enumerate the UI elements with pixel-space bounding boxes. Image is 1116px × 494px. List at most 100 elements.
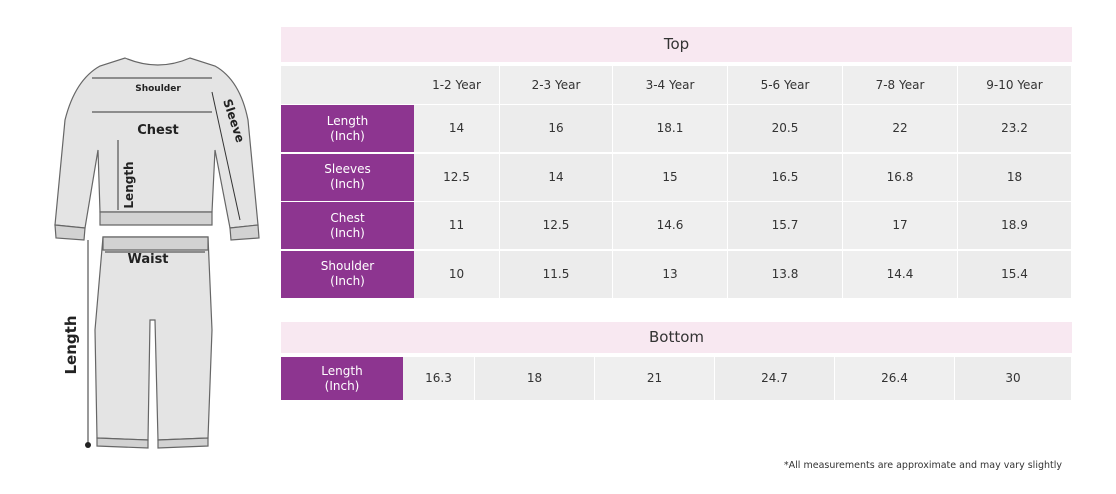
- row-label-text: Length: [326, 113, 369, 128]
- row-label: Length (Inch): [281, 357, 403, 400]
- value-cell-text: 14.4: [886, 266, 914, 281]
- row-label: Sleeves (Inch): [281, 153, 414, 201]
- value-cell: 18: [958, 153, 1071, 201]
- column-header: 7-8 Year: [843, 66, 957, 104]
- value-cell-text: 20.5: [771, 121, 799, 135]
- shoulder-label: Shoulder: [135, 84, 181, 94]
- value-cell-text: 16: [548, 121, 564, 135]
- value-cell: 12.5: [500, 202, 612, 249]
- value-cell-text: 26.4: [881, 371, 908, 385]
- value-cell: 22: [843, 105, 957, 152]
- row-label-text: Length: [321, 363, 363, 378]
- value-cell: 14: [414, 105, 499, 152]
- row-label: Length (Inch): [281, 105, 414, 152]
- value-cell: 10: [414, 250, 499, 298]
- column-header-text: 2-3 Year: [531, 77, 581, 92]
- value-cell-text: 21: [646, 371, 663, 385]
- value-cell: 13: [613, 250, 727, 298]
- value-cell: 17: [843, 202, 957, 249]
- value-cell-text: 15: [662, 169, 678, 184]
- value-cell-text: 30: [1005, 371, 1021, 385]
- value-cell: 15.4: [958, 250, 1071, 298]
- value-cell: 15: [613, 153, 727, 201]
- top-length-label: Length: [122, 161, 136, 208]
- value-cell: 18.1: [613, 105, 727, 152]
- value-cell: 13.8: [728, 250, 842, 298]
- top-title: Top: [281, 27, 1072, 62]
- row-label-text: (Inch): [330, 225, 365, 240]
- value-cell: 14.6: [613, 202, 727, 249]
- column-header-text: 5-6 Year: [760, 77, 810, 92]
- value-cell-text: 11.5: [542, 266, 570, 281]
- value-cell: 16.8: [843, 153, 957, 201]
- top-title-text: Top: [663, 35, 690, 53]
- row-label: Chest (Inch): [281, 202, 414, 249]
- value-cell-text: 13: [662, 266, 678, 281]
- value-cell-text: 10: [448, 266, 465, 281]
- value-cell-text: 12.5: [443, 169, 470, 184]
- value-cell-text: 16.8: [886, 169, 914, 184]
- value-cell-text: 14: [448, 121, 465, 135]
- row-label: Shoulder (Inch): [281, 250, 414, 298]
- measure-lines: [87, 77, 241, 445]
- pants: [94, 236, 213, 449]
- value-cell-text: 11: [448, 218, 465, 232]
- column-header-text: 3-4 Year: [645, 77, 695, 92]
- value-cell-text: 24.7: [761, 371, 788, 385]
- value-cell: 14: [500, 153, 612, 201]
- bottom-title: Bottom: [281, 322, 1072, 353]
- header-corner: [281, 66, 414, 104]
- value-cell: 16.3: [403, 357, 474, 400]
- value-cell-text: 18: [1006, 169, 1023, 184]
- waist-label: Waist: [127, 252, 168, 267]
- bottom-length-label: Length: [62, 316, 80, 375]
- column-header-text: 9-10 Year: [986, 77, 1043, 92]
- value-cell-text: 14: [548, 169, 564, 184]
- column-header-text: 7-8 Year: [875, 77, 925, 92]
- value-cell: 16: [500, 105, 612, 152]
- value-cell: 14.4: [843, 250, 957, 298]
- column-header-text: 1-2 Year: [432, 77, 481, 92]
- value-cell-text: 22: [892, 121, 908, 135]
- value-cell: 11: [414, 202, 499, 249]
- column-header: 5-6 Year: [728, 66, 842, 104]
- chest-label: Chest: [137, 123, 179, 138]
- row-label-text: Shoulder: [320, 259, 375, 273]
- value-cell: 26.4: [835, 357, 954, 400]
- value-cell-text: 18.9: [1001, 218, 1028, 232]
- row-label-text: Sleeves: [324, 162, 371, 176]
- value-cell-text: 18: [526, 371, 543, 385]
- value-cell-text: 23.2: [1001, 121, 1028, 135]
- value-cell: 20.5: [728, 105, 842, 152]
- illustration: Shoulder Chest Sleeve Length Waist Lengt…: [54, 57, 260, 449]
- row-label-text: (Inch): [330, 274, 365, 288]
- value-cell: 23.2: [958, 105, 1071, 152]
- column-header: 1-2 Year: [414, 66, 499, 104]
- value-cell: 18: [475, 357, 594, 400]
- value-cell: 15.7: [728, 202, 842, 249]
- footnote: *All measurements are approximate and ma…: [783, 460, 1062, 471]
- value-cell: 24.7: [715, 357, 834, 400]
- bottom-title-text: Bottom: [648, 328, 705, 346]
- value-cell-text: 14.6: [656, 218, 684, 232]
- length-dot: [85, 442, 91, 448]
- value-cell-text: 17: [892, 218, 908, 232]
- value-cell-text: 13.8: [771, 266, 799, 281]
- value-cell: 16.5: [728, 153, 842, 201]
- column-header: 2-3 Year: [500, 66, 612, 104]
- value-cell: 18.9: [958, 202, 1071, 249]
- value-cell: 30: [955, 357, 1071, 400]
- value-cell-text: 12.5: [542, 218, 570, 232]
- value-cell-text: 15.4: [1001, 266, 1028, 281]
- value-cell-text: 16.3: [425, 371, 452, 385]
- value-cell-text: 16.5: [771, 169, 799, 184]
- column-header: 9-10 Year: [958, 66, 1071, 104]
- value-cell: 11.5: [500, 250, 612, 298]
- value-cell-text: 18.1: [656, 121, 684, 135]
- sweatshirt: [54, 57, 260, 241]
- row-label-text: Chest: [330, 210, 365, 225]
- row-label-text: (Inch): [330, 128, 365, 143]
- value-cell: 21: [595, 357, 714, 400]
- column-header: 3-4 Year: [613, 66, 727, 104]
